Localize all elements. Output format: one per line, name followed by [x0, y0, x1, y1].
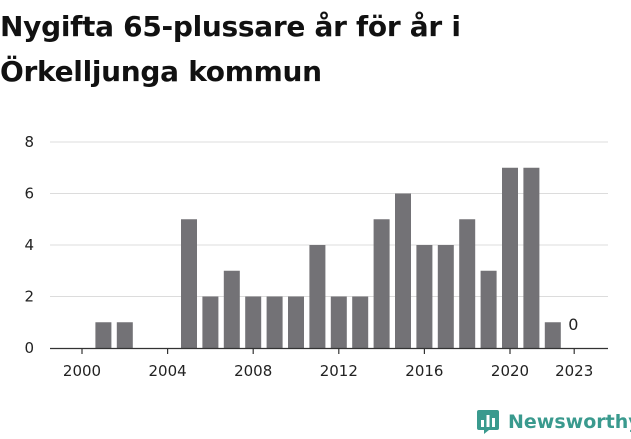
bar-chart: 0 2 4 6 8 2000 2004 2008 2012 2016 2020 2023 0: [24, 133, 608, 380]
bar-2006: [202, 296, 219, 348]
bar-2013: [352, 296, 369, 348]
x-tick-label-2016: 2016: [405, 362, 443, 380]
y-tick-label-6: 6: [24, 185, 34, 203]
newsworthy-logo-icon: [477, 410, 499, 434]
y-axis-tick-labels: 0 2 4 6 8: [24, 133, 34, 357]
bar-2021: [523, 167, 540, 348]
bar-2018: [459, 219, 476, 348]
y-tick-label-0: 0: [24, 339, 34, 357]
bar-2011: [309, 245, 326, 348]
bar-2020: [502, 167, 518, 348]
bar-2010: [288, 296, 304, 348]
bar-2022: [544, 322, 561, 348]
y-tick-label-4: 4: [24, 236, 34, 254]
bar-2015: [395, 193, 411, 348]
bar-2012: [330, 296, 347, 348]
bar-2016: [416, 245, 433, 348]
bar-2008: [245, 296, 262, 348]
bar-2002: [116, 322, 133, 348]
x-tick-label-2023: 2023: [555, 362, 593, 380]
bars: [95, 167, 561, 348]
bar-2014: [373, 219, 390, 348]
y-tick-label-8: 8: [24, 133, 34, 151]
data-label-2023: 0: [568, 315, 578, 334]
annotations: 0: [568, 315, 578, 334]
bar-2001: [95, 322, 112, 348]
bar-2007: [223, 270, 240, 348]
bar-2005: [181, 219, 197, 348]
newsworthy-logo-text: Newsworthy: [508, 411, 631, 433]
x-tick-label-2004: 2004: [149, 362, 187, 380]
bar-2017: [437, 245, 454, 348]
x-tick-label-2012: 2012: [320, 362, 358, 380]
y-tick-label-2: 2: [24, 288, 34, 306]
bar-2009: [266, 296, 283, 348]
x-tick-label-2020: 2020: [491, 362, 529, 380]
bar-2019: [480, 270, 497, 348]
newsworthy-logo: Newsworthy: [476, 407, 631, 437]
x-tick-label-2000: 2000: [63, 362, 101, 380]
x-tick-label-2008: 2008: [234, 362, 272, 380]
chart-title: Nygifta 65-plussare år för år i Örkellju…: [0, 10, 461, 88]
x-axis: 2000 2004 2008 2012 2016 2020 2023: [50, 347, 608, 380]
